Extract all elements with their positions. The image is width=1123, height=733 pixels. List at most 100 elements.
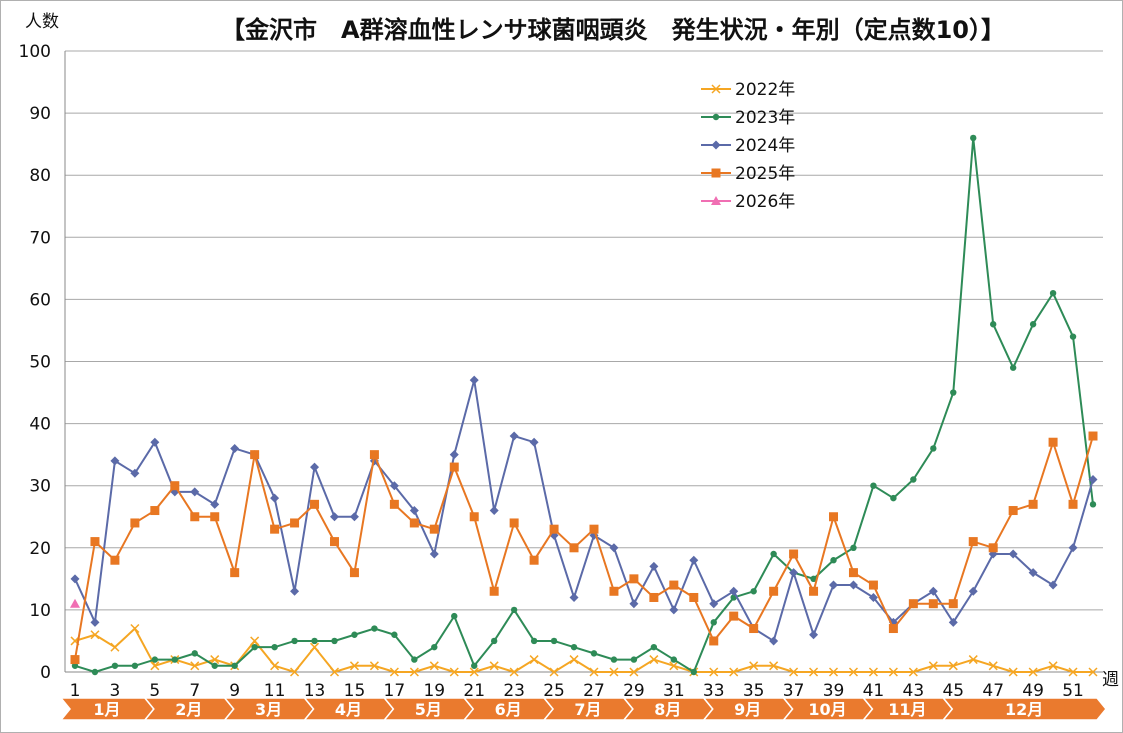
data-point bbox=[409, 506, 419, 516]
series-2026年 bbox=[70, 598, 80, 608]
data-point bbox=[712, 113, 720, 121]
data-point bbox=[549, 524, 559, 534]
data-point-stroke bbox=[908, 667, 918, 677]
data-point bbox=[489, 586, 499, 596]
data-point-stroke bbox=[389, 667, 399, 677]
legend-item: 2026年 bbox=[701, 192, 795, 212]
data-point bbox=[1048, 661, 1058, 671]
data-point bbox=[789, 667, 799, 677]
data-point bbox=[311, 637, 318, 645]
data-point bbox=[210, 512, 220, 522]
month-arrow bbox=[941, 697, 1107, 721]
data-point bbox=[490, 637, 498, 645]
x-tick-label: 31 bbox=[663, 681, 685, 701]
data-point-stroke bbox=[711, 84, 721, 94]
data-point bbox=[848, 580, 858, 590]
data-point bbox=[670, 656, 678, 663]
data-point bbox=[550, 637, 558, 645]
data-point bbox=[469, 667, 479, 677]
data-point bbox=[329, 667, 340, 677]
data-point bbox=[928, 599, 938, 609]
month-label: 4月 bbox=[335, 700, 362, 719]
data-point bbox=[711, 168, 721, 178]
grid-lines bbox=[64, 50, 1103, 673]
data-point-stroke bbox=[449, 667, 459, 677]
data-point bbox=[389, 499, 399, 509]
data-point bbox=[310, 462, 320, 472]
data-point bbox=[190, 512, 200, 522]
data-point bbox=[331, 637, 338, 645]
data-point bbox=[529, 437, 539, 447]
x-tick-label: 11 bbox=[264, 681, 286, 701]
data-point bbox=[1069, 333, 1077, 340]
data-point bbox=[649, 561, 659, 571]
x-tick-label: 23 bbox=[503, 681, 525, 701]
data-point bbox=[769, 586, 779, 596]
data-point bbox=[610, 656, 618, 663]
data-point bbox=[809, 586, 819, 596]
data-point-stroke bbox=[130, 623, 140, 634]
data-point-stroke bbox=[848, 667, 859, 677]
data-point bbox=[231, 662, 238, 669]
month-label: 6月 bbox=[495, 700, 522, 719]
data-point bbox=[1008, 667, 1018, 677]
data-point-stroke bbox=[868, 667, 878, 677]
data-point bbox=[251, 643, 258, 651]
data-point bbox=[429, 661, 439, 671]
data-point bbox=[1088, 474, 1098, 484]
y-tick-labels: 0 10 20 30 40 50 60 70 80 90 100 bbox=[19, 42, 51, 683]
y-tick-label: 80 bbox=[29, 166, 51, 186]
data-point bbox=[1088, 667, 1098, 677]
data-point bbox=[649, 655, 659, 665]
legend-label: 2024年 bbox=[735, 136, 795, 156]
data-point bbox=[569, 655, 579, 665]
data-point bbox=[968, 655, 978, 665]
data-point bbox=[868, 580, 878, 590]
series-2025年 bbox=[70, 431, 1098, 665]
x-tick-label: 51 bbox=[1062, 681, 1084, 701]
data-point bbox=[369, 450, 379, 460]
data-point bbox=[391, 631, 398, 638]
data-point-stroke bbox=[529, 655, 539, 665]
data-point bbox=[411, 656, 418, 663]
data-point bbox=[1008, 506, 1018, 516]
data-point bbox=[769, 636, 779, 646]
data-point bbox=[509, 518, 519, 528]
x-tick-label: 37 bbox=[783, 681, 805, 701]
data-point bbox=[1048, 580, 1058, 590]
data-point bbox=[848, 568, 858, 578]
x-tick-label: 3 bbox=[110, 681, 121, 701]
data-point bbox=[309, 642, 320, 652]
data-point bbox=[1088, 431, 1098, 441]
data-point bbox=[629, 599, 639, 609]
data-point bbox=[510, 606, 518, 614]
data-point bbox=[709, 636, 719, 646]
month-label: 12月 bbox=[1005, 700, 1043, 719]
data-point bbox=[270, 493, 280, 503]
series-line bbox=[74, 435, 1094, 660]
x-tick-label: 21 bbox=[463, 681, 485, 701]
y-tick-label: 60 bbox=[29, 290, 51, 310]
data-point bbox=[271, 643, 278, 651]
data-point bbox=[629, 667, 639, 677]
data-point bbox=[890, 494, 897, 502]
y-tick-label: 20 bbox=[29, 539, 51, 559]
data-point-stroke bbox=[709, 667, 719, 677]
x-tick-label: 19 bbox=[423, 681, 445, 701]
data-point-stroke bbox=[988, 661, 998, 671]
data-point bbox=[270, 661, 280, 671]
data-point bbox=[489, 506, 499, 516]
data-point bbox=[729, 586, 739, 596]
data-point bbox=[230, 443, 240, 453]
data-point-stroke bbox=[1068, 667, 1078, 677]
x-tick-label: 9 bbox=[229, 681, 240, 701]
data-point bbox=[70, 598, 80, 608]
series-2024年 bbox=[70, 375, 1098, 646]
y-tick-label: 70 bbox=[29, 228, 51, 248]
data-point bbox=[351, 631, 358, 638]
data-point-stroke bbox=[429, 661, 439, 671]
series-group bbox=[70, 134, 1098, 677]
data-point bbox=[669, 605, 679, 615]
data-point bbox=[549, 667, 559, 677]
data-point bbox=[888, 667, 898, 677]
